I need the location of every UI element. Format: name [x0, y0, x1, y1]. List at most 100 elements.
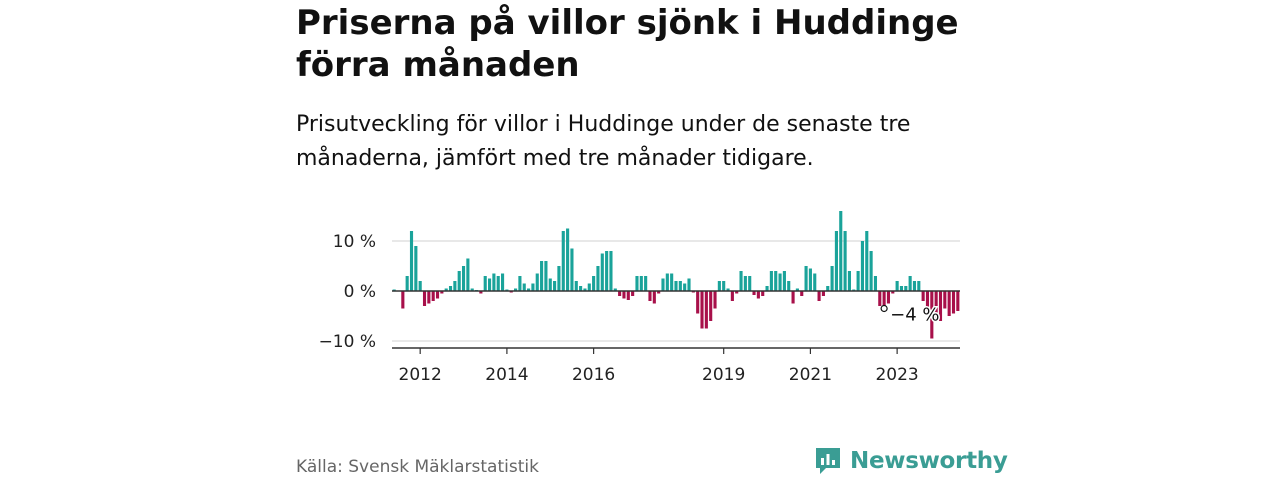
page-title: Priserna på villor sjönk i Huddinge förr… [296, 3, 959, 85]
bar [956, 291, 960, 311]
bar [635, 276, 639, 291]
bar [435, 291, 440, 299]
bar [912, 281, 917, 291]
bar [869, 251, 873, 291]
bar [418, 281, 422, 291]
bar [674, 281, 678, 291]
bar-chart: 10 % 0 % −10 % 2012 2014 2016 2019 2021 2023 −4 % [319, 211, 960, 385]
bar [548, 278, 552, 291]
bar [440, 291, 444, 294]
bar [752, 291, 756, 295]
bar [795, 288, 799, 291]
bar [839, 211, 843, 291]
bar [405, 276, 409, 291]
bar [696, 291, 700, 314]
bar [492, 273, 496, 291]
bar [600, 253, 604, 291]
bar [951, 291, 956, 314]
page-subtitle: Prisutveckling för villor i Huddinge und… [296, 112, 911, 171]
brand-logo[interactable]: Newsworthy [814, 446, 1008, 476]
bar [535, 273, 539, 291]
brand-name: Newsworthy [850, 448, 1008, 474]
chart-bubble-icon [816, 448, 840, 474]
bar [709, 291, 713, 321]
bar [800, 291, 804, 296]
y-tick-label: 10 % [333, 232, 376, 252]
bar [470, 288, 474, 291]
bar [873, 276, 878, 291]
bar [726, 288, 730, 291]
x-tick-label: 2014 [485, 365, 528, 385]
bars [392, 211, 960, 339]
bar [618, 291, 622, 296]
bar [739, 271, 743, 291]
bar [743, 276, 747, 291]
bar [609, 251, 613, 291]
bar [665, 273, 669, 291]
bar [704, 291, 708, 329]
bar [700, 291, 704, 329]
bar [544, 261, 548, 291]
bar [904, 286, 908, 291]
bar [878, 291, 882, 306]
bar [891, 291, 895, 294]
bar [782, 271, 786, 291]
bar [579, 286, 583, 291]
bar [765, 286, 769, 291]
bar [605, 251, 609, 291]
bar [804, 266, 808, 291]
bar [713, 291, 717, 309]
x-tick-label: 2016 [572, 365, 615, 385]
y-tick-label: 0 % [344, 282, 376, 302]
bar [834, 231, 838, 291]
bar [748, 276, 752, 291]
bar [791, 291, 795, 304]
bar [826, 286, 830, 291]
y-tick-label: −10 % [319, 332, 376, 352]
tick-labels: 10 % 0 % −10 % 2012 2014 2016 2019 2021 2023 −4 % [319, 232, 941, 385]
bar [930, 291, 934, 339]
bar [722, 281, 726, 291]
bar [587, 283, 591, 291]
bar [670, 273, 674, 291]
bar [943, 291, 947, 309]
bar [678, 281, 682, 291]
bar [531, 283, 535, 291]
annotation-marker [880, 304, 888, 313]
axes [392, 290, 960, 354]
bar [735, 291, 739, 294]
bar [657, 291, 661, 294]
bar [561, 231, 565, 291]
bar [514, 288, 518, 291]
bar [566, 228, 570, 291]
bar [639, 276, 643, 291]
bar [813, 273, 817, 291]
bar [457, 271, 461, 291]
bar [648, 291, 652, 301]
bar [830, 266, 834, 291]
bar [427, 291, 431, 304]
bar [553, 281, 557, 291]
bar [461, 266, 466, 291]
bar [934, 291, 938, 321]
bar [817, 291, 821, 301]
bar [479, 291, 483, 294]
bar [631, 291, 635, 296]
bar [882, 291, 886, 309]
bar [717, 281, 721, 291]
x-tick-label: 2023 [875, 365, 918, 385]
x-tick-label: 2019 [702, 365, 745, 385]
bar [908, 276, 912, 291]
bar [501, 273, 505, 291]
bar [886, 291, 891, 304]
bar [938, 291, 943, 321]
bar [756, 291, 760, 299]
bar [947, 291, 951, 316]
bar [622, 291, 626, 299]
bar [761, 291, 765, 296]
bar [444, 288, 448, 291]
bar [557, 266, 561, 291]
bar [730, 291, 734, 301]
bar [778, 273, 782, 291]
bar [626, 291, 630, 300]
